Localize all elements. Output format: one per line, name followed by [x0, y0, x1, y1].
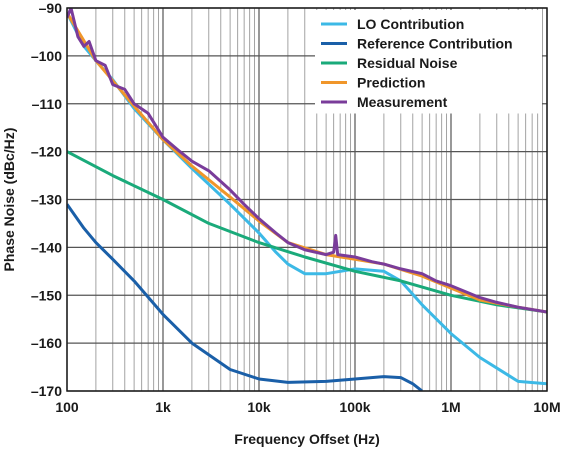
legend-label: Residual Noise: [357, 55, 458, 71]
y-tick-label: –130: [31, 192, 62, 208]
x-tick-label: 1M: [441, 399, 460, 415]
series-lines: [67, 8, 547, 391]
series-line-reference-contribution: [67, 203, 424, 391]
x-tick-label: 10M: [533, 399, 560, 415]
legend-label: Reference Contribution: [357, 36, 513, 52]
legend-label: Prediction: [357, 75, 425, 91]
x-tick-label: 100: [55, 399, 79, 415]
legend-label: LO Contribution: [357, 16, 464, 32]
series-line-prediction: [67, 12, 547, 314]
y-axis-title: Phase Noise (dBc/Hz): [1, 128, 17, 272]
y-tick-label: –100: [31, 48, 62, 64]
y-tick-label: –90: [39, 0, 63, 16]
x-tick-label: 1k: [155, 399, 171, 415]
x-tick-label: 100k: [339, 399, 370, 415]
y-tick-label: –170: [31, 383, 62, 399]
series-line-measurement: [67, 8, 547, 314]
x-tick-label: 10k: [247, 399, 271, 415]
y-tick-label: –120: [31, 144, 62, 160]
legend: LO Contribution Reference Contribution Res…: [315, 10, 542, 114]
x-axis-title: Frequency Offset (Hz): [234, 431, 379, 447]
y-tick-label: –140: [31, 239, 62, 255]
tick-labels: 100 1k 10k 100k 1M 10M –90 –100 –110 –120 –130 –140…: [31, 0, 561, 415]
y-tick-label: –110: [32, 96, 63, 112]
legend-box: [315, 10, 542, 114]
legend-label: Measurement: [357, 94, 448, 110]
plot-frame: [66, 7, 548, 392]
y-tick-label: –160: [31, 335, 62, 351]
series-line-residual-noise: [67, 150, 547, 314]
y-tick-label: –150: [31, 287, 62, 303]
